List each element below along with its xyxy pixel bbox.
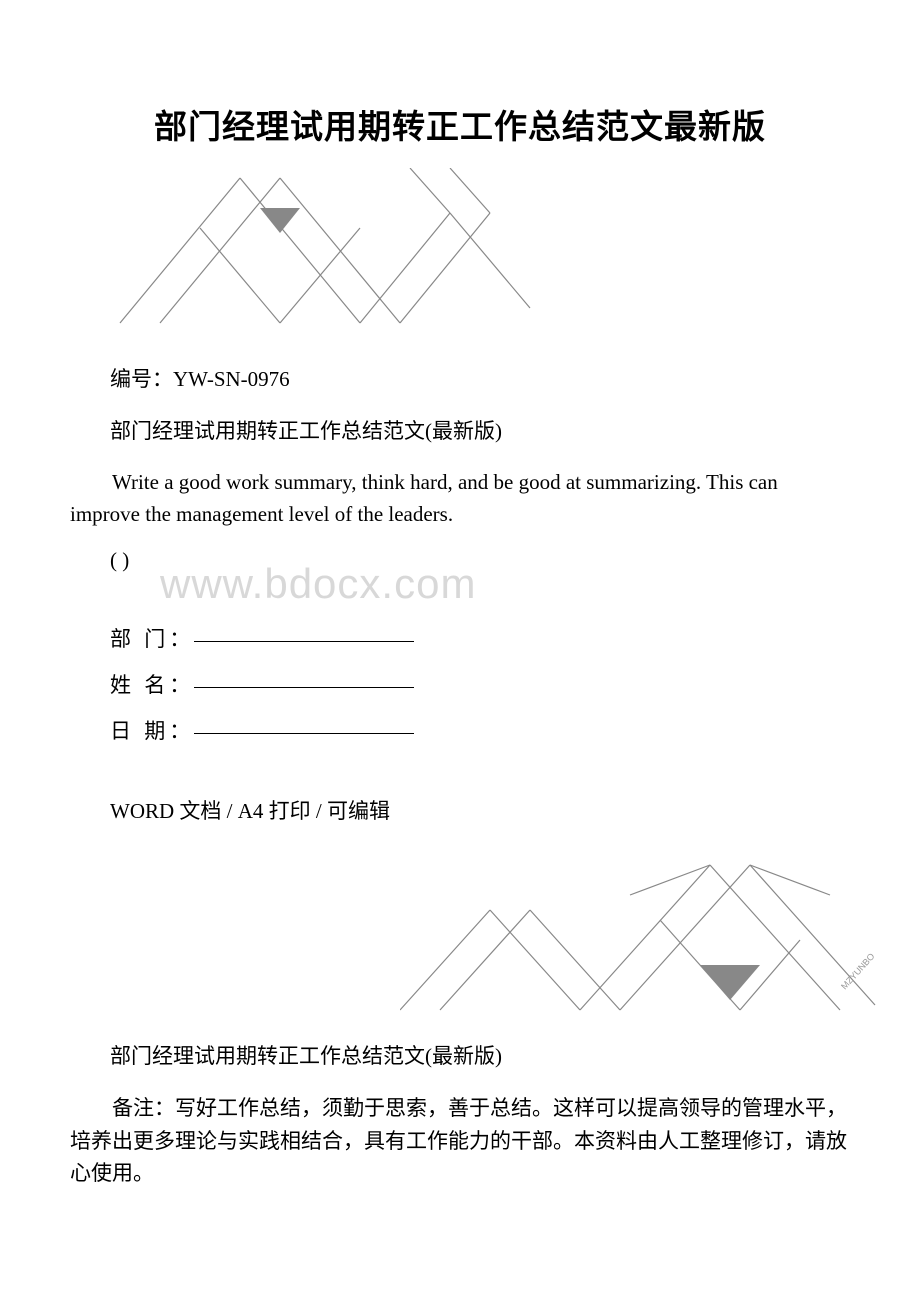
doc-id-value: YW-SN-0976	[173, 367, 290, 391]
dept-label: 部 门：	[110, 627, 194, 651]
note-text: 备注：写好工作总结，须勤于思索，善于总结。这样可以提高领导的管理水平，培养出更多…	[70, 1092, 850, 1190]
name-label: 姓 名：	[110, 673, 194, 697]
decorative-pattern-top	[110, 168, 850, 343]
document-subtitle-repeat: 部门经理试用期转正工作总结范文(最新版)	[110, 1040, 850, 1070]
document-id: 编号：YW-SN-0976	[110, 363, 850, 393]
date-label: 日 期：	[110, 719, 194, 743]
english-summary: Write a good work summary, think hard, a…	[70, 467, 850, 530]
date-blank	[194, 733, 414, 734]
form-name-row: 姓 名：	[110, 669, 850, 699]
decorative-pattern-bottom: MZYUNBO	[70, 855, 880, 1020]
document-subtitle: 部门经理试用期转正工作总结范文(最新版)	[110, 415, 850, 445]
meta-info: WORD 文档 / A4 打印 / 可编辑	[110, 795, 850, 825]
form-department-row: 部 门：	[110, 623, 850, 653]
doc-id-label: 编号：	[110, 367, 173, 391]
name-blank	[194, 687, 414, 688]
dept-blank	[194, 641, 414, 642]
parenthesis: ( )	[110, 548, 850, 573]
form-date-row: 日 期：	[110, 715, 850, 745]
document-title: 部门经理试用期转正工作总结范文最新版	[70, 100, 850, 148]
